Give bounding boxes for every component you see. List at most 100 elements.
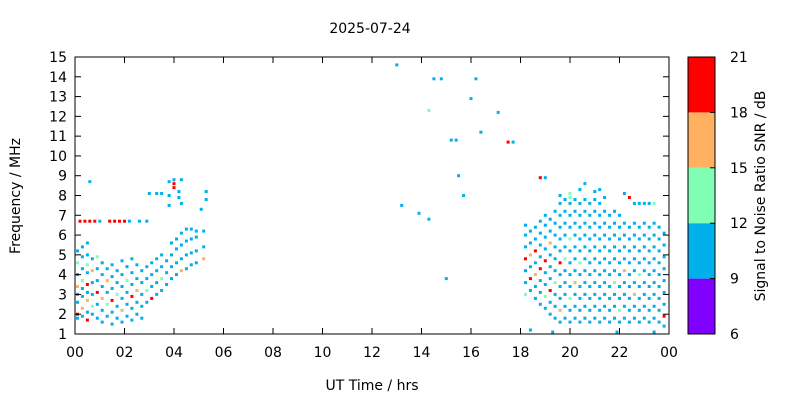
- data-point: [115, 304, 119, 308]
- data-point: [170, 253, 173, 257]
- data-point: [563, 304, 567, 308]
- data-point: [202, 245, 206, 249]
- colorbar-band: [688, 223, 715, 279]
- x-tick-label: 00: [660, 345, 678, 361]
- data-point: [548, 300, 552, 304]
- data-point: [613, 245, 616, 249]
- data-point: [603, 316, 607, 320]
- x-tick-label: 00: [66, 345, 84, 361]
- data-point: [632, 201, 636, 205]
- data-point: [76, 285, 79, 288]
- data-point: [583, 209, 587, 213]
- data-point: [627, 296, 631, 300]
- data-point: [608, 308, 612, 312]
- data-point: [608, 261, 612, 265]
- data-point: [558, 285, 562, 288]
- data-point: [578, 320, 582, 324]
- data-point: [558, 296, 562, 300]
- data-point: [90, 304, 94, 308]
- data-point: [622, 257, 626, 261]
- data-point: [125, 314, 129, 318]
- data-point: [657, 261, 661, 265]
- y-tick-label: 1: [58, 327, 67, 343]
- data-point: [120, 285, 124, 288]
- data-point: [637, 261, 641, 265]
- data-point: [113, 219, 117, 223]
- colorbar-band: [688, 57, 715, 113]
- data-point: [524, 269, 527, 273]
- data-point: [558, 237, 562, 241]
- data-point: [548, 253, 552, 257]
- data-point: [140, 269, 144, 273]
- data-point: [432, 77, 436, 81]
- data-point: [543, 283, 547, 286]
- data-point: [652, 201, 656, 205]
- data-point: [524, 233, 527, 237]
- colorbar-tick-label: 6: [730, 327, 739, 343]
- data-point: [583, 182, 587, 186]
- data-point: [179, 201, 183, 205]
- data-point: [172, 186, 176, 190]
- data-point: [528, 253, 532, 257]
- data-point: [647, 225, 651, 229]
- data-point: [573, 198, 577, 201]
- data-point: [179, 178, 183, 182]
- data-point: [598, 237, 602, 241]
- data-point: [622, 221, 626, 225]
- data-point: [647, 285, 651, 288]
- data-point: [568, 296, 572, 300]
- data-point: [202, 257, 206, 261]
- data-point: [538, 219, 542, 223]
- data-point: [553, 281, 557, 285]
- data-point: [583, 221, 587, 225]
- data-point: [553, 233, 557, 237]
- data-point: [175, 273, 178, 277]
- data-point: [108, 219, 112, 223]
- data-point: [573, 316, 577, 320]
- y-tick-label: 15: [49, 50, 67, 66]
- data-point: [160, 277, 164, 281]
- data-point: [573, 304, 577, 308]
- colorbar-tick-label: 21: [730, 50, 748, 66]
- data-point: [528, 289, 532, 292]
- data-point: [647, 320, 651, 324]
- data-point: [551, 330, 555, 334]
- data-point: [627, 225, 631, 229]
- data-point: [538, 290, 542, 294]
- data-point: [647, 273, 651, 277]
- data-point: [652, 281, 656, 285]
- data-point: [543, 294, 547, 298]
- data-point: [130, 294, 134, 298]
- data-point: [627, 249, 631, 253]
- data-point: [657, 285, 661, 288]
- data-point: [123, 219, 126, 223]
- x-tick-label: 04: [165, 345, 183, 361]
- data-point: [603, 269, 607, 273]
- data-point: [167, 180, 171, 184]
- data-point: [543, 247, 547, 251]
- data-point: [553, 257, 557, 261]
- colorbar-tick-label: 9: [730, 272, 739, 288]
- data-point: [637, 201, 641, 205]
- data-point: [417, 211, 421, 215]
- data-point: [558, 201, 562, 205]
- data-point: [662, 231, 666, 235]
- data-point: [474, 77, 478, 81]
- data-point: [110, 298, 114, 302]
- data-point: [573, 281, 577, 285]
- data-point: [588, 308, 592, 312]
- y-tick-label: 4: [58, 268, 67, 284]
- data-point: [588, 201, 592, 205]
- data-point: [598, 320, 602, 324]
- data-point: [135, 289, 139, 292]
- data-point: [618, 249, 621, 253]
- data-point: [137, 219, 141, 223]
- data-point: [662, 324, 666, 328]
- data-point: [642, 201, 646, 205]
- data-point: [150, 273, 154, 277]
- data-point: [538, 255, 542, 259]
- data-point: [90, 269, 94, 273]
- data-point: [95, 279, 99, 283]
- data-point: [175, 261, 178, 265]
- y-tick-label: 2: [58, 307, 67, 323]
